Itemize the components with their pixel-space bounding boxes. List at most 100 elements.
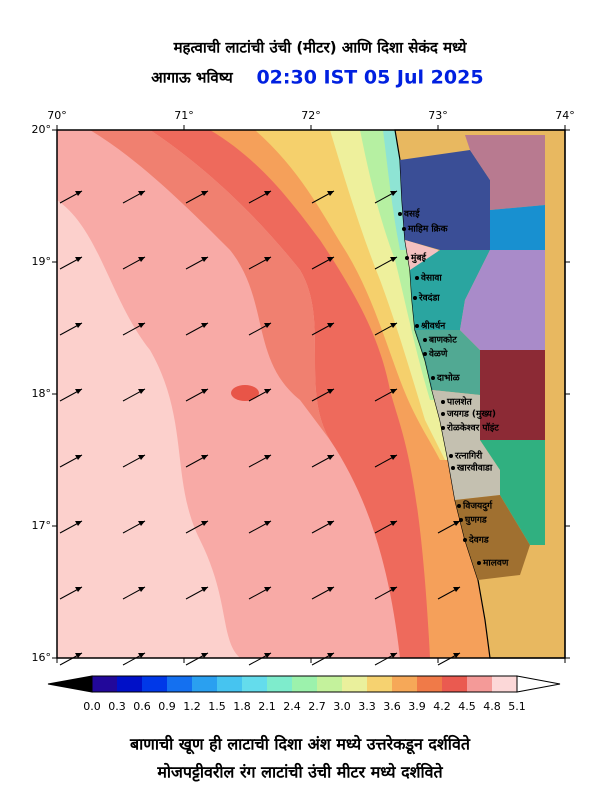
colorbar-cell [392,676,418,692]
colorbar-label: 4.8 [483,700,501,713]
arrow-head [264,587,271,592]
place-dot [441,412,445,416]
lat-label: 19° [32,255,52,268]
place-label: खारवीवाडा [456,462,493,474]
arrow-head [201,323,208,328]
colorbar-cell [192,676,218,692]
place-dot [449,454,453,458]
district [465,135,545,210]
place-dot [405,256,409,260]
colorbar-cell [492,676,518,692]
arrow-head [390,455,397,460]
arrow-head [390,521,397,526]
lon-label: 73° [428,109,448,122]
place-label: विजयदुर्ग [462,500,493,512]
place-label: पालशेत [446,396,473,408]
arrow-head [138,257,145,262]
arrow-head [327,521,334,526]
arrow-head [75,191,82,196]
arrow-head [390,653,397,658]
colorbar-high [516,675,561,693]
colorbar-cell [242,676,268,692]
axes: 70° 71° 72° 73° 74° 20° 19° 18° 17° 16° [32,109,575,664]
arrow-head [201,389,208,394]
arrow-head [327,455,334,460]
lon-label: 70° [47,109,67,122]
sea-zone [231,385,259,401]
place-dot [451,466,455,470]
colorbar-cell [167,676,193,692]
arrow-head [264,257,271,262]
arrow-head [138,191,145,196]
district [400,150,490,250]
district [455,495,530,580]
district [480,440,545,545]
colorbar-label: 1.2 [183,700,201,713]
arrow-head [453,653,460,658]
place-dot [441,400,445,404]
arrow-head [75,455,82,460]
arrow-head [75,323,82,328]
colorbar-cell [342,676,368,692]
colorbar-label: 1.5 [208,700,226,713]
colorbar-label: 0.9 [158,700,176,713]
place-dot [402,227,406,231]
district [460,250,545,350]
arrow-head [453,587,460,592]
colorbar-cell [317,676,343,692]
place-dot [463,538,467,542]
colorbar-label: 4.5 [458,700,476,713]
district [490,205,545,250]
place-label: दाभोळ [436,372,461,384]
arrow-head [75,257,82,262]
footer-line: मोजपट्टीवरील रंग लाटांची उंची मीटर मध्ये… [156,763,443,783]
place-label: बाणकोट [428,334,457,346]
arrow-head [264,521,271,526]
place-dot [415,324,419,328]
colorbar-label: 0.3 [108,700,126,713]
map: वसई माहिम क्रिक मुंबई वेसावा रेवदंडा श्रीवर्ध… [56,129,566,666]
place-label: माहिम क्रिक [407,223,449,235]
place-label: मुंबई [410,252,427,264]
lat-label: 16° [32,651,52,664]
arrow-head [327,257,334,262]
district [432,390,500,500]
arrow-head [327,389,334,394]
colorbar-label: 2.1 [258,700,276,713]
arrow-head [390,389,397,394]
colorbar-label: 4.2 [433,700,451,713]
place-label: श्रीवर्धन [420,320,446,332]
colorbar-cell [117,676,143,692]
place-label: वेसावा [420,272,442,284]
places: वसई माहिम क्रिक मुंबई वेसावा रेवदंडा श्रीवर्ध… [398,208,509,569]
sea-zone [90,130,330,440]
arrow-head [327,653,334,658]
arrow-head [264,191,271,196]
arrow-head [390,323,397,328]
colorbar-label: 1.8 [233,700,251,713]
place-label: जयगड (मुख्य) [446,410,496,420]
colorbar-cell [417,676,443,692]
colorbar-label: 3.9 [408,700,426,713]
place-dot [423,338,427,342]
place-dot [398,212,402,216]
colorbar-label: 5.1 [508,700,526,713]
place-dot [415,276,419,280]
place-label: रोळकेश्वर पॉइंट [446,422,499,434]
place-dot [441,426,445,430]
arrow-head [327,191,334,196]
district [410,250,490,330]
place-dot [413,296,417,300]
colorbar-cell [92,676,118,692]
arrow-head [138,389,145,394]
arrow-head [138,521,145,526]
footer-line: बाणाची खूण ही लाटाची दिशा अंश मध्ये उत्त… [129,735,471,755]
lat-label: 17° [32,519,52,532]
colorbar-cell [467,676,493,692]
wave-arrows [59,190,461,666]
arrow-head [327,587,334,592]
lon-label: 74° [555,109,575,122]
arrow-head [390,257,397,262]
arrow-head [201,191,208,196]
